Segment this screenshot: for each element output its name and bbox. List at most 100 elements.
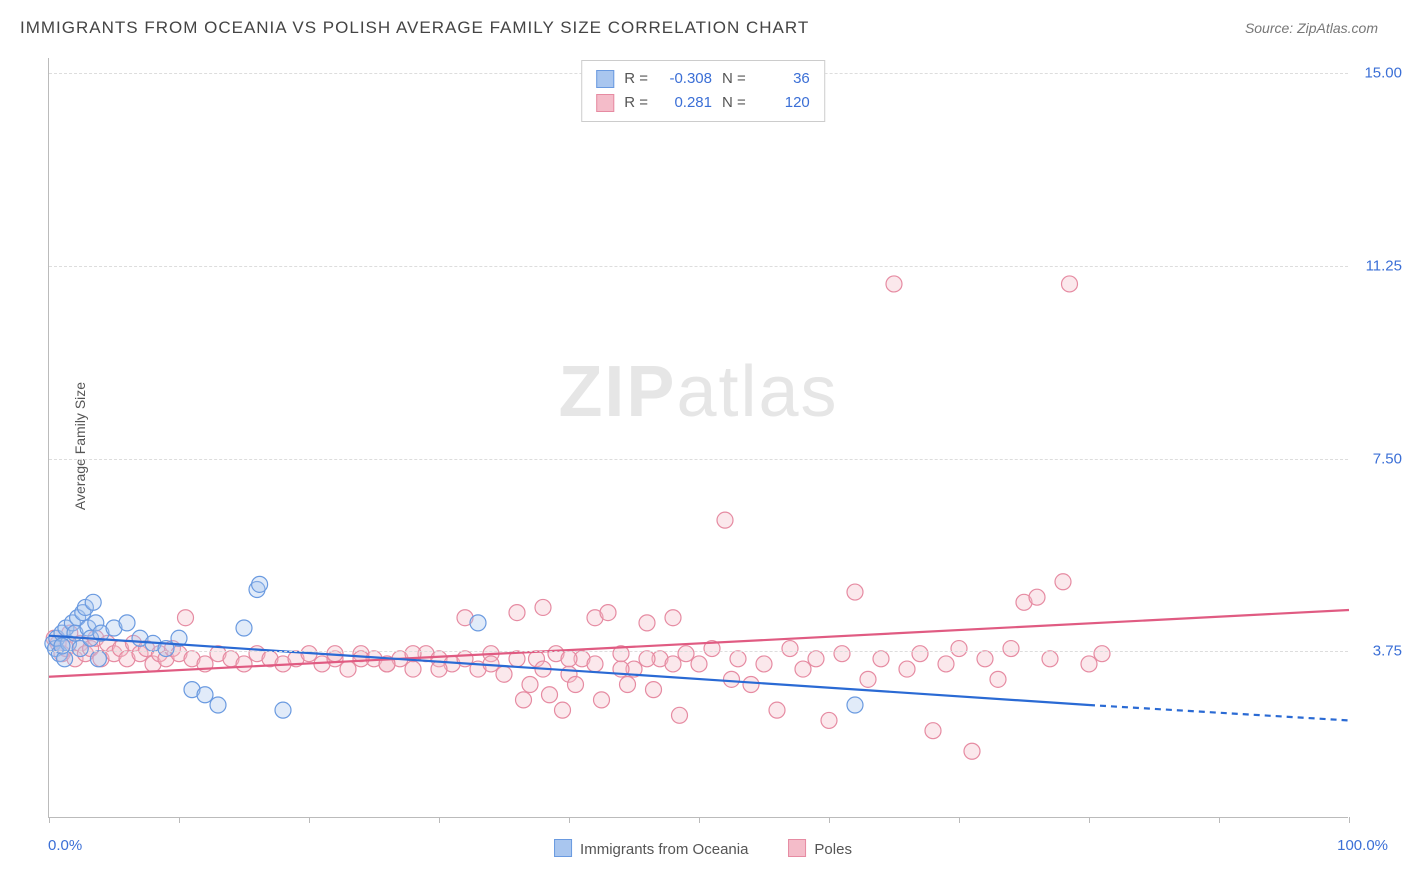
data-point xyxy=(178,610,194,626)
data-point xyxy=(620,676,636,692)
data-point xyxy=(1042,651,1058,667)
scatter-svg xyxy=(49,58,1349,818)
data-point xyxy=(990,671,1006,687)
data-point xyxy=(743,676,759,692)
plot-area: ZIPatlas 3.757.5011.2515.00 xyxy=(48,58,1348,818)
data-point xyxy=(639,651,655,667)
stats-swatch-b xyxy=(596,94,614,112)
data-point xyxy=(834,646,850,662)
data-point xyxy=(795,661,811,677)
data-point xyxy=(210,697,226,713)
legend-item-a: Immigrants from Oceania xyxy=(554,839,748,858)
data-point xyxy=(782,641,798,657)
stats-row-b: R =0.281 N =120 xyxy=(596,91,810,115)
data-point xyxy=(808,651,824,667)
source-label: Source: ZipAtlas.com xyxy=(1245,20,1378,36)
legend-item-b: Poles xyxy=(788,839,852,858)
data-point xyxy=(639,615,655,631)
data-point xyxy=(236,656,252,672)
data-point xyxy=(724,671,740,687)
data-point xyxy=(600,605,616,621)
data-point xyxy=(951,641,967,657)
data-point xyxy=(353,651,369,667)
data-point xyxy=(691,656,707,672)
y-tick-label: 11.25 xyxy=(1366,257,1402,274)
data-point xyxy=(252,576,268,592)
data-point xyxy=(470,615,486,631)
x-tick xyxy=(829,817,830,823)
data-point xyxy=(938,656,954,672)
data-point xyxy=(1081,656,1097,672)
data-point xyxy=(912,646,928,662)
data-point xyxy=(594,692,610,708)
x-tick xyxy=(1219,817,1220,823)
data-point xyxy=(756,656,772,672)
data-point xyxy=(964,743,980,759)
data-point xyxy=(1094,646,1110,662)
data-point xyxy=(496,666,512,682)
data-point xyxy=(672,707,688,723)
x-tick xyxy=(699,817,700,823)
data-point xyxy=(119,615,135,631)
data-point xyxy=(542,687,558,703)
data-point xyxy=(646,682,662,698)
x-tick xyxy=(309,817,310,823)
data-point xyxy=(847,697,863,713)
x-tick xyxy=(1089,817,1090,823)
data-point xyxy=(1029,589,1045,605)
data-point xyxy=(769,702,785,718)
data-point xyxy=(555,702,571,718)
data-point xyxy=(587,656,603,672)
data-point xyxy=(431,661,447,677)
data-point xyxy=(90,651,106,667)
data-point xyxy=(275,702,291,718)
data-point xyxy=(847,584,863,600)
legend-swatch-b xyxy=(788,839,806,857)
gridline xyxy=(49,266,1348,267)
data-point xyxy=(568,676,584,692)
y-tick-label: 15.00 xyxy=(1364,65,1402,82)
data-point xyxy=(678,646,694,662)
legend-swatch-a xyxy=(554,839,572,857)
x-tick xyxy=(179,817,180,823)
data-point xyxy=(665,656,681,672)
data-point xyxy=(925,723,941,739)
stats-row-a: R =-0.308 N =36 xyxy=(596,67,810,91)
data-point xyxy=(340,661,356,677)
trend-line xyxy=(1089,705,1349,720)
x-tick xyxy=(49,817,50,823)
y-tick-label: 7.50 xyxy=(1373,450,1402,467)
x-min-label: 0.0% xyxy=(48,837,82,854)
data-point xyxy=(886,276,902,292)
data-point xyxy=(561,651,577,667)
data-point xyxy=(405,661,421,677)
gridline xyxy=(49,651,1348,652)
y-tick-label: 3.75 xyxy=(1373,643,1402,660)
data-point xyxy=(516,692,532,708)
data-point xyxy=(717,512,733,528)
data-point xyxy=(1003,641,1019,657)
data-point xyxy=(977,651,993,667)
chart-title: IMMIGRANTS FROM OCEANIA VS POLISH AVERAG… xyxy=(20,18,809,38)
x-max-label: 100.0% xyxy=(1337,837,1388,854)
bottom-legend: Immigrants from Oceania Poles xyxy=(554,839,852,858)
data-point xyxy=(522,676,538,692)
data-point xyxy=(860,671,876,687)
data-point xyxy=(821,712,837,728)
data-point xyxy=(665,610,681,626)
data-point xyxy=(197,687,213,703)
data-point xyxy=(85,594,101,610)
data-point xyxy=(535,599,551,615)
data-point xyxy=(236,620,252,636)
x-tick xyxy=(569,817,570,823)
data-point xyxy=(1055,574,1071,590)
x-tick xyxy=(959,817,960,823)
x-tick xyxy=(439,817,440,823)
data-point xyxy=(730,651,746,667)
data-point xyxy=(899,661,915,677)
data-point xyxy=(873,651,889,667)
data-point xyxy=(509,605,525,621)
stats-swatch-a xyxy=(596,70,614,88)
x-tick xyxy=(1349,817,1350,823)
stats-box: R =-0.308 N =36 R =0.281 N =120 xyxy=(581,60,825,122)
